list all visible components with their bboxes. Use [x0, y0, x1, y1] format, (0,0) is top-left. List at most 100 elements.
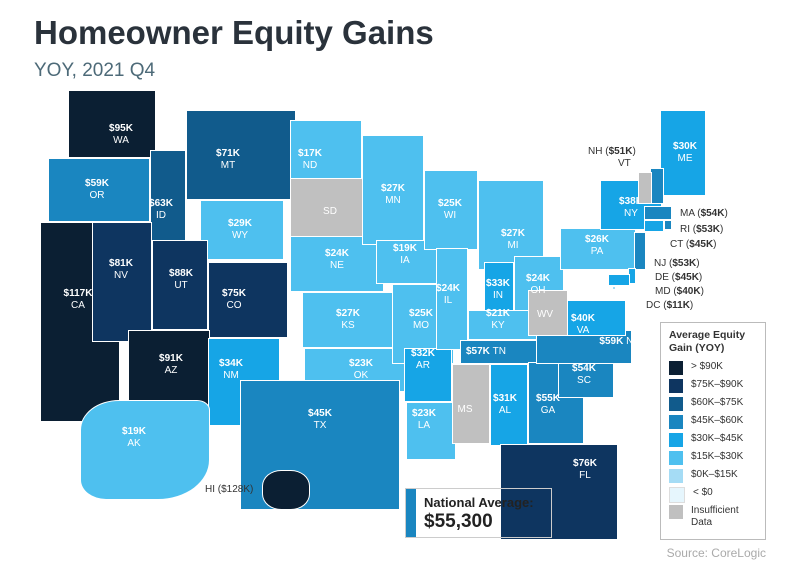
legend-item: $75K–$90K	[669, 379, 757, 397]
state-callout-nj: NJ ($53K)	[654, 258, 700, 269]
legend-label: < $0	[693, 487, 713, 498]
state-label-me: $30K ME	[673, 141, 697, 164]
state-label-ms: MS	[457, 404, 473, 415]
state-label-ks: $27K KS	[336, 308, 360, 331]
state-nh[interactable]	[650, 168, 664, 204]
state-label-fl: $76K FL	[573, 458, 597, 481]
state-label-mo: $25K MO	[409, 308, 433, 331]
state-label-nv: $81K NV	[109, 258, 133, 281]
state-label-oh: $24K OH	[526, 273, 550, 296]
state-label-ok: $23K OK	[349, 358, 373, 381]
legend-item: $0K–$15K	[669, 469, 757, 487]
legend: Average Equity Gain (YOY) > $90K $75K–$90…	[660, 322, 766, 540]
state-ks[interactable]	[302, 292, 398, 348]
state-label-al: $31K AL	[493, 393, 517, 416]
legend-label: > $90K	[691, 361, 723, 372]
state-label-mi: $27K MI	[501, 228, 525, 251]
state-label-id: $63K ID	[149, 198, 173, 221]
legend-item: $60K–$75K	[669, 397, 757, 415]
state-label-wa: $95K WA	[109, 123, 133, 146]
legend-swatch	[669, 379, 683, 393]
state-label-mt: $71K MT	[216, 148, 240, 171]
legend-item: Insufficient Data	[669, 505, 757, 531]
state-label-co: $75K CO	[222, 288, 246, 311]
state-il[interactable]	[436, 248, 468, 350]
state-vt[interactable]	[638, 172, 652, 204]
state-label-wv: WV	[536, 309, 554, 320]
state-label-nd: $17K ND	[298, 148, 322, 171]
state-callout-nh: NH ($51K)	[588, 146, 636, 157]
state-or[interactable]	[48, 158, 150, 222]
state-ct[interactable]	[644, 220, 664, 232]
state-label-mn: $27K MN	[381, 183, 405, 206]
state-label-va: $40K VA	[571, 313, 595, 336]
state-label-ut: $88K UT	[169, 268, 193, 291]
state-va[interactable]	[562, 300, 626, 336]
state-ky[interactable]	[468, 310, 538, 340]
state-mi[interactable]	[478, 180, 544, 270]
state-ri[interactable]	[664, 220, 672, 230]
state-ar[interactable]	[404, 348, 452, 402]
state-sc[interactable]	[558, 360, 614, 398]
state-label-wi: $25K WI	[438, 198, 462, 221]
state-label-ar: $32K AR	[411, 348, 435, 371]
state-mn[interactable]	[362, 135, 424, 245]
legend-item: $45K–$60K	[669, 415, 757, 433]
state-callout-de: DE ($45K)	[655, 272, 703, 283]
state-ut[interactable]	[152, 240, 208, 330]
state-fl[interactable]	[500, 444, 618, 540]
state-label-ia: $19K IA	[393, 243, 417, 266]
state-ne[interactable]	[290, 236, 384, 292]
legend-label: $45K–$60K	[691, 415, 744, 426]
legend-swatch	[669, 505, 683, 519]
state-label-sd: SD	[323, 206, 337, 217]
legend-label: $0K–$15K	[691, 469, 738, 480]
page-subtitle: YOY, 2021 Q4	[34, 60, 156, 81]
legend-item: > $90K	[669, 361, 757, 379]
state-me[interactable]	[660, 110, 706, 196]
legend-title: Average Equity Gain (YOY)	[669, 329, 746, 354]
state-dc[interactable]	[612, 286, 616, 290]
national-average-box: National Average: $55,300	[405, 488, 552, 538]
state-nv[interactable]	[92, 222, 152, 342]
state-mt[interactable]	[186, 110, 296, 200]
legend-item: $30K–$45K	[669, 433, 757, 451]
state-callout-md: MD ($40K)	[655, 286, 704, 297]
state-wa[interactable]	[68, 90, 156, 158]
legend-swatch	[669, 415, 683, 429]
state-callout-ri: RI ($53K)	[680, 224, 724, 235]
page-title: Homeowner Equity Gains	[34, 14, 434, 51]
state-ak[interactable]	[80, 400, 210, 500]
state-label-sc: $54K SC	[572, 363, 596, 386]
national-average-value: $55,300	[424, 511, 493, 532]
state-callout-dc: DC ($11K)	[646, 300, 694, 311]
state-hi[interactable]	[262, 470, 310, 510]
legend-swatch	[669, 361, 683, 375]
state-wv[interactable]	[528, 290, 568, 336]
state-nj[interactable]	[634, 232, 646, 270]
legend-swatch	[669, 487, 685, 503]
state-wy[interactable]	[200, 200, 284, 260]
state-callout-ct: CT ($45K)	[670, 239, 717, 250]
legend-label: $15K–$30K	[691, 451, 744, 462]
state-ms[interactable]	[452, 364, 490, 444]
legend-label: Insufficient Data	[691, 505, 739, 528]
state-label-tx: $45K TX	[308, 408, 332, 431]
legend-label: $75K–$90K	[691, 379, 744, 390]
state-label-ny: $38K NY	[619, 196, 643, 219]
legend-item: $15K–$30K	[669, 451, 757, 469]
state-label-tn: $57K TN	[465, 346, 507, 357]
state-ma[interactable]	[644, 206, 672, 220]
state-wi[interactable]	[424, 170, 478, 250]
state-co[interactable]	[208, 262, 288, 338]
state-label-in: $33K IN	[486, 278, 510, 301]
state-pa[interactable]	[560, 228, 636, 270]
state-label-wy: $29K WY	[228, 218, 252, 241]
source-note: Source: CoreLogic	[666, 546, 766, 560]
state-md[interactable]	[608, 274, 630, 286]
national-average-label: National Average:	[424, 495, 534, 510]
state-label-ga: $55K GA	[536, 393, 560, 416]
state-label-pa: $26K PA	[585, 234, 609, 257]
